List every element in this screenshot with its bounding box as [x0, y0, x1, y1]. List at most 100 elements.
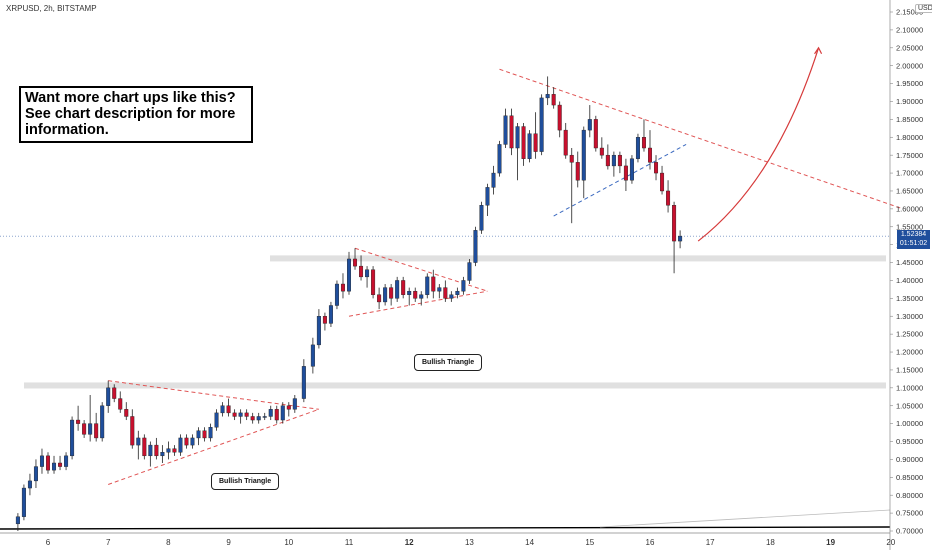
candle-up — [148, 441, 153, 467]
candle-down — [184, 434, 189, 449]
candle-down — [112, 384, 117, 403]
candle-down — [377, 287, 382, 310]
price-axis[interactable]: 2.15000 2.10000 2.05000 2.00000 1.95000 1.900… — [889, 0, 923, 550]
candle-up — [491, 165, 496, 195]
resistance-trendline — [108, 408, 320, 485]
candle-up — [27, 473, 32, 496]
candle-down — [76, 405, 81, 431]
x-tick-label: 8 — [166, 538, 171, 547]
candle-up — [280, 402, 285, 424]
y-tick-label: 1.25000 — [896, 330, 923, 339]
candle-up — [262, 412, 267, 421]
resistance-trendline — [108, 380, 319, 410]
candle-up — [208, 423, 213, 442]
candle-up — [383, 284, 388, 306]
y-tick-label: 1.85000 — [896, 115, 923, 124]
candle-up — [347, 251, 352, 295]
candle-down — [666, 180, 671, 213]
candle-up — [100, 402, 105, 442]
candle-up — [527, 130, 532, 163]
candle-down — [431, 269, 436, 299]
candle-down — [340, 273, 345, 299]
y-tick-label: 1.35000 — [896, 294, 923, 303]
x-tick-label: 6 — [46, 538, 51, 547]
candle-up — [425, 273, 430, 299]
candle-down — [274, 405, 279, 424]
candle-up — [190, 434, 195, 449]
candle-down — [46, 452, 51, 474]
candle-down — [509, 108, 514, 156]
x-tick-label: 15 — [585, 538, 594, 547]
candle-up — [301, 359, 306, 403]
candle-down — [359, 255, 364, 281]
candle-down — [599, 137, 604, 159]
x-tick-label: 12 — [405, 538, 414, 547]
x-tick-label: 14 — [525, 538, 534, 547]
x-tick-label: 19 — [826, 538, 835, 547]
candle-down — [641, 119, 646, 152]
last-price-badge: 1.52384 01:51:02 — [897, 230, 930, 249]
y-tick-label: 0.85000 — [896, 473, 923, 482]
candle-up — [106, 380, 111, 413]
candle-up — [515, 122, 520, 181]
candle-up — [64, 452, 69, 471]
annotation-bullish-triangle-upper: Bullish Triangle — [414, 354, 483, 371]
annotation-bullish-triangle-lower: Bullish Triangle — [211, 473, 280, 490]
candle-up — [214, 409, 219, 431]
candle-down — [244, 409, 249, 421]
candle-up — [611, 151, 616, 177]
baseline — [0, 526, 891, 530]
projection-arrow — [697, 46, 823, 242]
candle-up — [461, 276, 466, 295]
candle-up — [497, 140, 502, 177]
x-tick-label: 17 — [706, 538, 715, 547]
candle-up — [587, 105, 592, 138]
candle-down — [58, 455, 63, 471]
y-tick-label: 1.45000 — [896, 258, 923, 267]
candle-down — [605, 144, 610, 170]
candle-down — [672, 201, 677, 274]
time-axis[interactable]: 6 7 8 9 10 11 12 13 14 15 16 17 18 19 20 — [0, 532, 896, 547]
candle-up — [455, 287, 460, 299]
candle-up — [292, 394, 297, 413]
candlestick-series — [15, 76, 683, 531]
candle-up — [196, 427, 201, 446]
y-tick-label: 1.15000 — [896, 366, 923, 375]
candle-up — [15, 513, 20, 531]
candle-down — [124, 402, 129, 421]
x-tick-label: 16 — [646, 538, 655, 547]
projection-curve — [697, 47, 820, 242]
y-tick-label: 1.10000 — [896, 383, 923, 392]
candle-up — [268, 405, 273, 421]
y-tick-label: 1.60000 — [896, 204, 923, 213]
x-tick-label: 9 — [226, 538, 231, 547]
candle-down — [232, 409, 237, 421]
candle-down — [226, 398, 231, 417]
support-zone — [270, 255, 886, 262]
candle-up — [220, 402, 225, 417]
y-tick-label: 2.00000 — [896, 61, 923, 70]
y-tick-label: 1.05000 — [896, 401, 923, 410]
candle-down — [551, 87, 556, 109]
candle-up — [395, 276, 400, 302]
candle-down — [250, 412, 255, 424]
candle-down — [94, 412, 99, 442]
y-tick-label: 0.80000 — [896, 491, 923, 500]
candle-down — [563, 122, 568, 159]
candle-down — [443, 280, 448, 302]
candle-up — [449, 291, 454, 302]
trendlines — [0, 68, 904, 530]
currency-badge[interactable]: USD — [915, 4, 932, 13]
y-tick-label: 1.90000 — [896, 97, 923, 106]
candle-up — [365, 266, 370, 288]
candle-up — [178, 434, 183, 456]
y-tick-label: 2.05000 — [896, 43, 923, 52]
resistance-trendline — [348, 290, 488, 317]
y-tick-label: 0.90000 — [896, 455, 923, 464]
y-tick-label: 1.95000 — [896, 79, 923, 88]
candle-down — [533, 112, 538, 159]
candle-down — [154, 437, 159, 460]
resistance-trendline — [499, 68, 904, 210]
y-tick-label: 0.70000 — [896, 527, 923, 536]
